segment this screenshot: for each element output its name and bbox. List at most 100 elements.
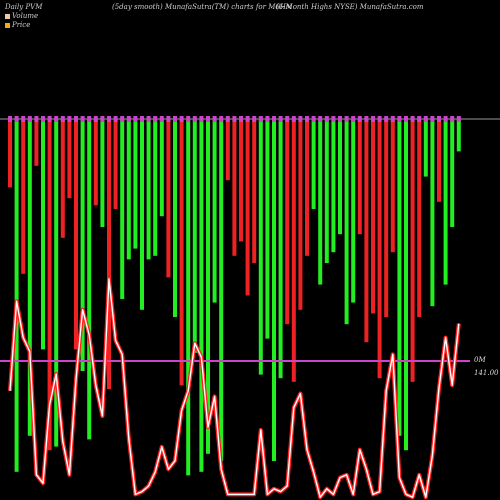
axis-tick-marker: [60, 116, 65, 122]
axis-tick-marker: [34, 116, 39, 122]
volume-bar: [8, 119, 12, 188]
volume-bar: [397, 119, 402, 436]
axis-tick-marker: [450, 116, 455, 122]
volume-bar: [245, 119, 250, 296]
axis-tick-marker: [93, 116, 98, 122]
volume-bar: [298, 119, 303, 310]
volume-bar: [430, 119, 435, 307]
axis-tick-marker: [225, 116, 230, 122]
axis-tick-marker: [324, 116, 329, 122]
axis-tick-marker: [364, 116, 369, 122]
volume-bar: [285, 119, 290, 325]
axis-tick-marker: [140, 116, 144, 122]
axis-tick-marker: [219, 116, 224, 122]
axis-tick-marker: [239, 116, 243, 122]
volume-bar: [344, 119, 349, 325]
price-line-inner: [9, 278, 460, 498]
volume-bar: [331, 119, 336, 253]
axis-tick-marker: [87, 116, 92, 122]
axis-tick-marker: [318, 116, 323, 122]
volume-bar: [456, 119, 461, 152]
axis-tick-marker: [120, 116, 125, 122]
axis-tick-marker: [430, 116, 435, 122]
axis-tick-marker: [265, 116, 270, 122]
volume-bar: [192, 119, 197, 353]
volume-bar: [159, 119, 164, 217]
axis-tick-marker: [272, 116, 276, 122]
volume-bar: [265, 119, 270, 339]
axis-tick-marker: [456, 116, 461, 122]
volume-bar: [437, 119, 441, 202]
axis-tick-marker: [199, 116, 204, 122]
axis-tick-marker: [397, 116, 402, 122]
axis-tick-marker: [390, 116, 395, 122]
volume-bar: [410, 119, 415, 382]
volume-bar: [74, 119, 78, 350]
volume-bar: [199, 119, 204, 472]
axis-tick-marker: [417, 116, 422, 122]
ref-line-label-volume: 0M: [474, 356, 486, 364]
volume-bar: [21, 119, 26, 274]
volume-bar: [364, 119, 369, 343]
volume-bar: [212, 119, 217, 303]
volume-bar: [100, 119, 105, 227]
legend-swatch-price: [5, 22, 10, 28]
axis-tick-marker: [27, 116, 32, 122]
volume-bar: [272, 119, 276, 461]
axis-tick-marker: [357, 116, 362, 122]
legend-label-volume: Volume: [12, 12, 39, 20]
axis-tick-marker: [298, 116, 303, 122]
volume-bar: [166, 119, 171, 278]
volume-bar: [417, 119, 422, 317]
axis-tick-marker: [437, 116, 441, 122]
axis-tick-marker: [344, 116, 349, 122]
axis-tick-marker: [133, 116, 138, 122]
axis-tick-marker: [285, 116, 290, 122]
volume-bar: [357, 119, 362, 235]
axis-tick-marker: [311, 116, 316, 122]
axis-tick-marker: [126, 116, 131, 122]
volume-bar: [278, 119, 283, 379]
volume-bar: [232, 119, 237, 256]
volume-bar: [27, 119, 32, 436]
axis-tick-marker: [192, 116, 197, 122]
axis-tick-marker: [291, 116, 296, 122]
ref-line-label-price: 141.00: [474, 369, 499, 377]
volume-bar: [153, 119, 158, 256]
volume-bar: [311, 119, 316, 209]
legend-swatch-volume: [5, 13, 10, 19]
legend-label-price: Price: [12, 21, 31, 29]
volume-bar: [450, 119, 455, 227]
axis-tick-marker: [100, 116, 105, 122]
volume-bar: [146, 119, 151, 260]
axis-tick-marker: [245, 116, 250, 122]
volume-bar: [140, 119, 144, 310]
axis-tick-marker: [371, 116, 375, 122]
volume-bar: [113, 119, 118, 209]
axis-tick-marker: [159, 116, 164, 122]
axis-tick-marker: [410, 116, 415, 122]
axis-tick-marker: [146, 116, 151, 122]
volume-bar: [384, 119, 389, 317]
axis-tick-marker: [423, 116, 428, 122]
volume-bar: [338, 119, 342, 235]
axis-tick-marker: [404, 116, 408, 122]
volume-bar: [60, 119, 65, 238]
axis-tick-marker: [384, 116, 389, 122]
axis-tick-marker: [351, 116, 356, 122]
legend-item-price: Price: [5, 21, 30, 29]
axis-tick-marker: [41, 116, 45, 122]
volume-bar: [107, 119, 111, 389]
axis-tick-marker: [14, 116, 19, 122]
volume-bar: [258, 119, 263, 375]
volume-bar: [41, 119, 45, 350]
volume-bar: [67, 119, 72, 199]
volume-bar: [120, 119, 125, 299]
axis-tick-marker: [113, 116, 118, 122]
volume-bar: [80, 119, 85, 371]
volume-bar: [47, 119, 52, 451]
volume-bar: [239, 119, 243, 242]
chart-header-left: Daily PVM: [5, 3, 43, 11]
volume-bar: [252, 119, 257, 263]
axis-tick-marker: [338, 116, 342, 122]
